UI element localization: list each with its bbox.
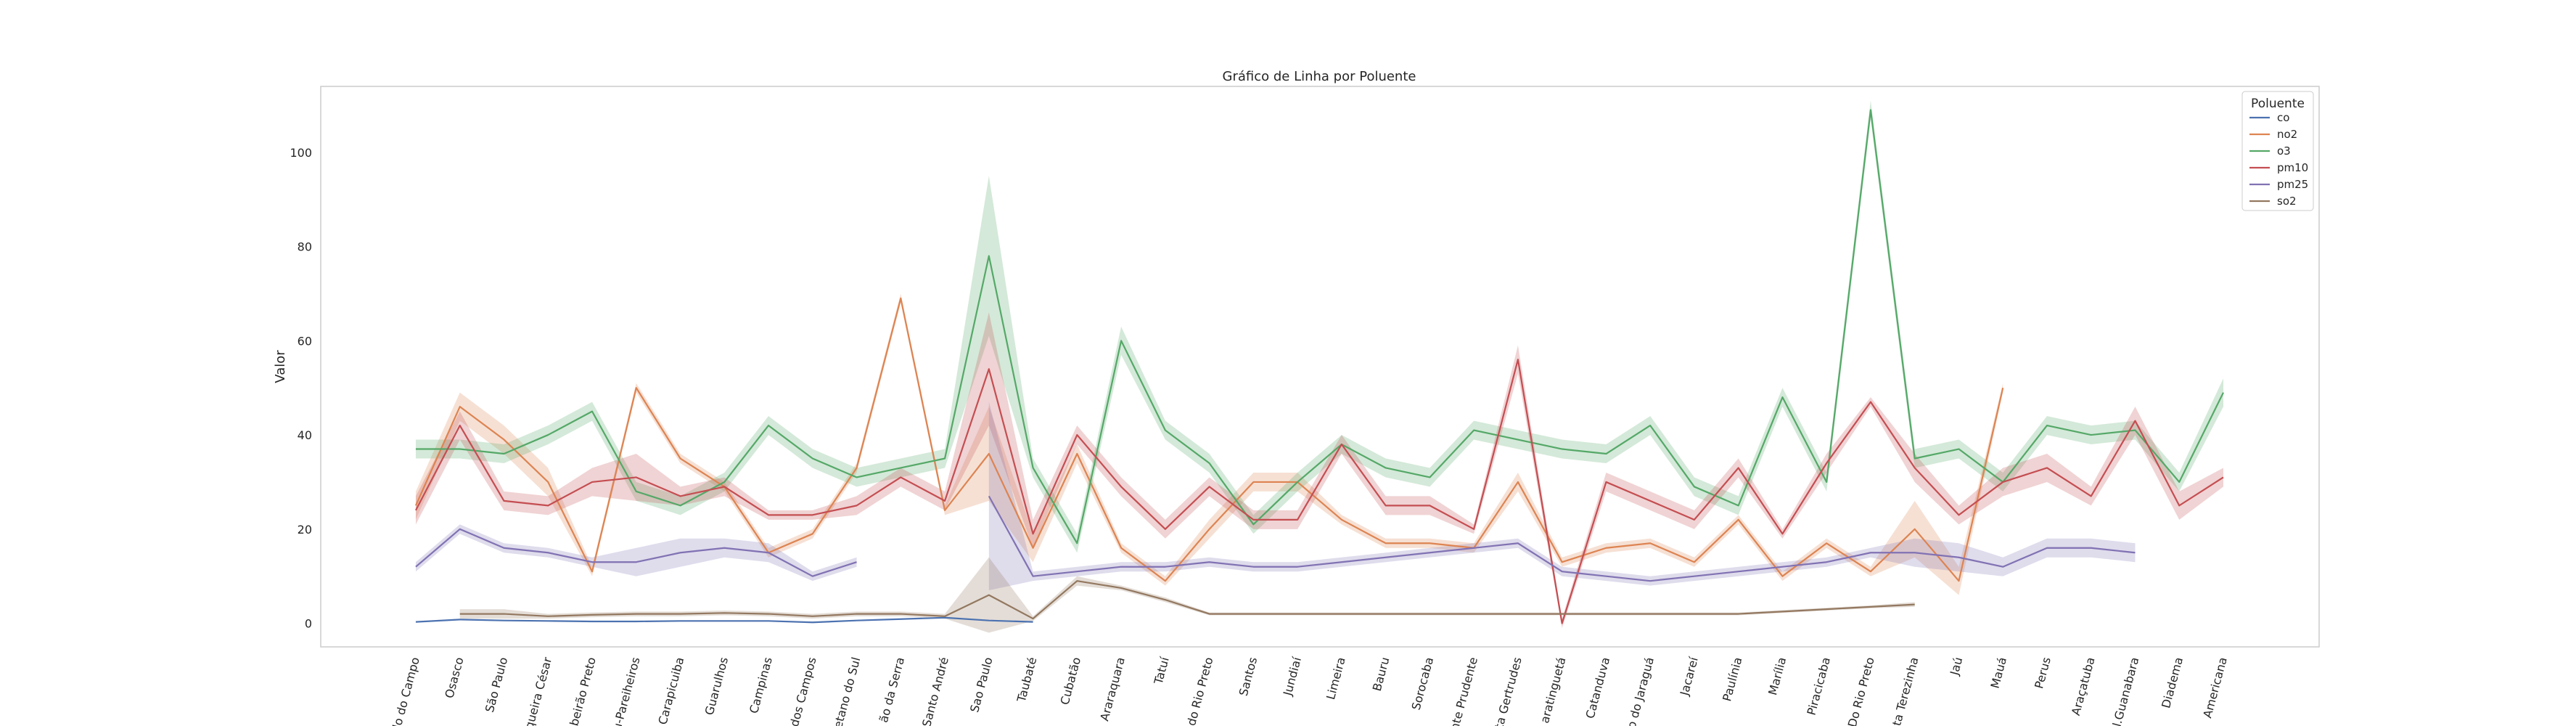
y-tick-label: 60 (298, 334, 312, 348)
x-tick-label-pareiheiros: ı-Pareiheiros (611, 656, 643, 726)
x-tick-label-ta-gertrudes: ta Gertrudes (1492, 656, 1525, 726)
x-tick-label-ao-da-serra: ão da Serra (877, 656, 907, 724)
series-line-pm25-1 (988, 495, 2136, 582)
x-tick-label-ta-terezinha: ta Terezinha (1890, 656, 1921, 726)
legend-items: co no2 o3 pm10 pm25 so2 (2249, 111, 2308, 208)
series-line-pm10-0 (415, 359, 2224, 624)
x-tick-label-aratingueta: aratinguetá (1538, 656, 1568, 725)
x-tick-label-marilia: Marília (1765, 656, 1789, 696)
x-tick-label-osasco: Osasco (442, 656, 466, 700)
x-tick-label-do-rio-preto: Do Rio Preto (1845, 656, 1877, 726)
x-tick-label-paulinia: Paulínia (1720, 656, 1744, 703)
legend-box (2241, 91, 2314, 211)
band-no2-0 (416, 293, 2003, 595)
x-tick-label-etano-do-sul: etano do Sul (831, 656, 863, 726)
x-tick-label-santos: Santos (1236, 656, 1260, 698)
x-axis-tick-labels: lo do Campo Osasco São Paulo queira César be… (390, 656, 2229, 726)
chart-title: Gráfico de Linha por Poluente (1223, 69, 1416, 84)
series-line-no2-0 (414, 297, 2004, 582)
x-tick-label-taubate: Taubaté (1014, 656, 1039, 704)
x-tick-label-sao-paulo: São Paulo (483, 656, 511, 714)
x-tick-label-o-do-jaragua: o do Jaraguá (1625, 656, 1657, 726)
x-tick-label-santo-andre: Santo André (919, 656, 951, 726)
plot-area-frame (320, 86, 2320, 648)
y-tick-label: 100 (290, 146, 312, 160)
x-tick-label-perus: Perus (2032, 656, 2054, 690)
legend-label-co: co (2277, 111, 2289, 124)
y-tick-label: 0 (305, 617, 312, 631)
x-tick-label-guarulhos: Guarulhos (702, 656, 731, 717)
x-tick-label-l-guanabara: l.Guanabara (2110, 656, 2142, 726)
y-axis-label: Valor (273, 350, 288, 383)
x-tick-label-cubatao: Cubatão (1057, 656, 1083, 706)
series-lines (414, 109, 2224, 624)
x-tick-label-jau: Jaú (1947, 656, 1965, 677)
x-tick-label-maua: Mauá (1988, 656, 2009, 690)
x-tick-label-nte-prudente: nte Prudente (1448, 656, 1480, 726)
x-tick-label-americana: Americana (2200, 656, 2230, 719)
x-tick-label-limeira: Limeira (1324, 656, 1348, 701)
x-tick-label-carapicuiba: Carapicuiba (655, 656, 686, 726)
y-tick-label: 80 (298, 240, 312, 254)
x-tick-label-beirao-preto: beirão Preto (567, 656, 599, 726)
confidence-bands (416, 100, 2223, 633)
x-tick-label-do-rio-preto: do Rio Preto (1184, 656, 1215, 726)
band-pm25-1 (988, 401, 2136, 591)
x-tick-label-bauru: Bauru (1370, 656, 1392, 693)
x-tick-label-aracatuba: Araçatuba (2069, 656, 2098, 717)
x-tick-label-sao-paulo: Sao Paulo (967, 656, 996, 714)
legend-label-pm25: pm25 (2277, 178, 2308, 191)
x-tick-label-sorocaba: Sorocaba (1409, 656, 1437, 711)
band-pm25-0 (416, 524, 857, 582)
x-tick-label-diadema: Diadema (2159, 656, 2186, 709)
y-tick-label: 20 (298, 523, 312, 537)
x-tick-label-dos-campos: dos Campos (787, 656, 819, 726)
series-line-pm25-0 (415, 528, 857, 577)
legend: Poluente co no2 o3 pm10 pm25 so2 (2241, 91, 2314, 211)
legend-label-o3: o3 (2277, 144, 2291, 158)
x-tick-label-araraquara: Araraquara (1097, 656, 1128, 722)
x-tick-label-catanduva: Catanduva (1583, 656, 1612, 720)
legend-label-no2: no2 (2277, 128, 2297, 141)
x-tick-label-tatui: Tatuí (1151, 656, 1172, 687)
x-tick-label-campinas: Campinas (747, 656, 775, 715)
series-line-co-0 (415, 616, 1033, 624)
x-tick-label-lo-do-campo: lo do Campo (390, 656, 422, 726)
x-tick-label-jundiai: Jundiaí (1280, 656, 1304, 698)
series-line-so2-0 (459, 580, 1915, 620)
y-axis-tick-labels: 0 20 40 60 80 100 (290, 146, 312, 631)
series-line-o3-0 (416, 109, 2224, 544)
legend-title: Poluente (2251, 97, 2305, 111)
legend-label-pm10: pm10 (2277, 161, 2308, 174)
x-tick-label-queira-cesar: queira César (522, 656, 554, 726)
x-tick-label-piracicaba: Piracicaba (1804, 656, 1833, 717)
y-tick-label: 40 (298, 428, 312, 442)
legend-label-so2: so2 (2277, 195, 2297, 208)
x-tick-label-jacarei: Jacareí (1677, 656, 1701, 698)
